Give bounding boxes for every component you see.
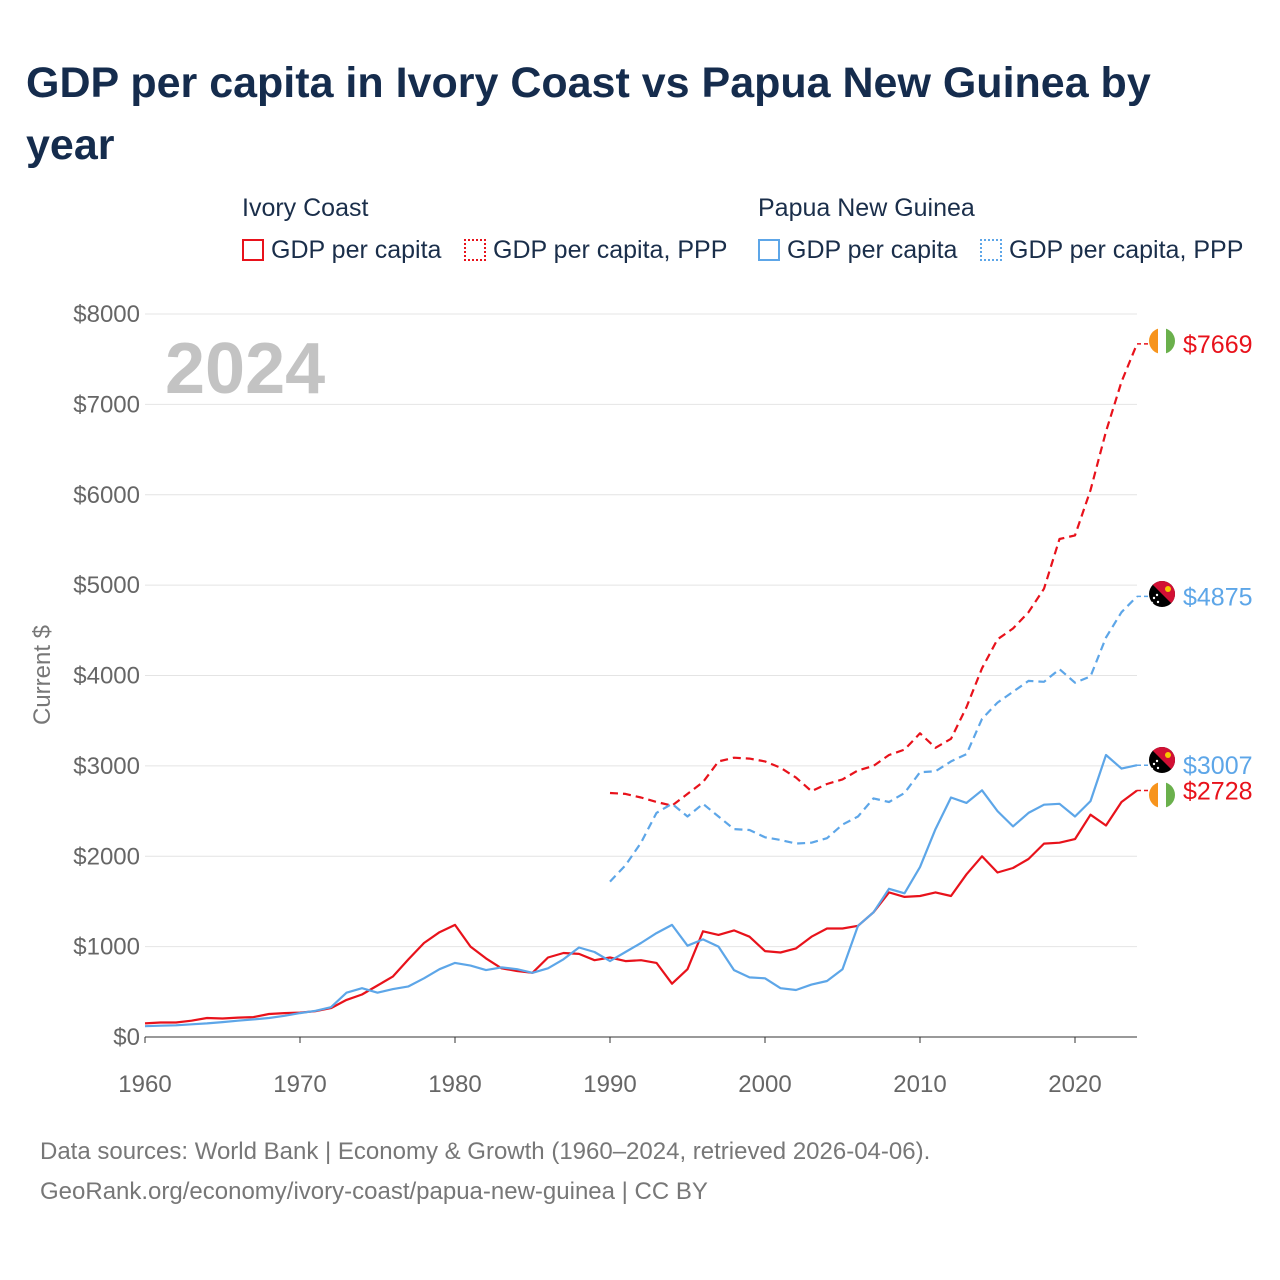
footer-credit: GeoRank.org/economy/ivory-coast/papua-ne… (40, 1178, 708, 1205)
y-tick-label: $4000 (73, 663, 140, 690)
y-axis-label: Current $ (29, 625, 56, 725)
grid-lines (145, 313, 1137, 948)
end-value-label: $4875 (1183, 583, 1253, 611)
legend-label: GDP per capita (271, 235, 442, 264)
legend-item-png-gdp[interactable]: GDP per capita (758, 235, 957, 265)
end-value-label: $2728 (1183, 777, 1253, 805)
legend-label: GDP per capita, PPP (493, 235, 728, 264)
legend-item-png-gdp-ppp[interactable]: GDP per capita, PPP (980, 235, 1243, 265)
x-tick-label: 2000 (738, 1071, 791, 1098)
end-value-label: $3007 (1183, 752, 1253, 780)
series-line[interactable] (609, 343, 1139, 807)
y-tick-label: $3000 (73, 753, 140, 780)
legend-swatch-dotted-red (464, 239, 486, 261)
end-labels: $2728 $7669 $3007 $4875 (1137, 331, 1253, 805)
legend-group-ivory-coast: Ivory Coast (242, 194, 369, 222)
legend-label: GDP per capita (787, 235, 958, 264)
papua-new-guinea-flag-icon (1149, 581, 1175, 607)
chart-title: GDP per capita in Ivory Coast vs Papua N… (26, 59, 1151, 169)
y-tick-label: $7000 (73, 391, 140, 418)
legend-swatch-solid-blue (758, 239, 780, 261)
x-tick-label: 2020 (1048, 1071, 1101, 1098)
legend-swatch-dotted-blue (980, 239, 1002, 261)
legend-item-ivory-coast-gdp-ppp[interactable]: GDP per capita, PPP (464, 235, 727, 265)
series-lines (144, 343, 1139, 1028)
y-tick-label: $8000 (73, 301, 140, 328)
y-tick-label: $2000 (73, 843, 140, 870)
footer-sources: Data sources: World Bank | Economy & Gro… (40, 1138, 931, 1165)
x-tick-label: 1980 (428, 1071, 481, 1098)
x-tick-label: 1990 (583, 1071, 636, 1098)
papua-new-guinea-flag-icon (1149, 747, 1175, 773)
y-tick-label: $1000 (73, 934, 140, 961)
year-watermark: 2024 (165, 329, 325, 409)
y-tick-label: $0 (113, 1024, 140, 1051)
series-line[interactable] (609, 595, 1138, 883)
ivory-coast-flag-icon (1149, 328, 1175, 354)
series-line[interactable] (144, 753, 1138, 1028)
y-axis-ticks: $0 $1000 $2000 $3000 $4000 $5000 $6000 $7000 $80… (73, 301, 140, 1051)
x-tick-label: 2010 (893, 1071, 946, 1098)
legend-group-papua-new-guinea: Papua New Guinea (758, 194, 975, 222)
y-tick-label: $6000 (73, 482, 140, 509)
legend-item-ivory-coast-gdp[interactable]: GDP per capita (242, 235, 441, 265)
ivory-coast-flag-icon (1149, 782, 1175, 808)
x-tick-label: 1970 (273, 1071, 326, 1098)
x-axis-ticks: 1960 1970 1980 1990 2000 2010 2020 (118, 1037, 1102, 1098)
series-line[interactable] (144, 789, 1138, 1025)
x-tick-label: 1960 (118, 1071, 171, 1098)
legend-label: GDP per capita, PPP (1009, 235, 1244, 264)
legend-swatch-solid-red (242, 239, 264, 261)
y-tick-label: $5000 (73, 572, 140, 599)
end-value-label: $7669 (1183, 331, 1253, 359)
